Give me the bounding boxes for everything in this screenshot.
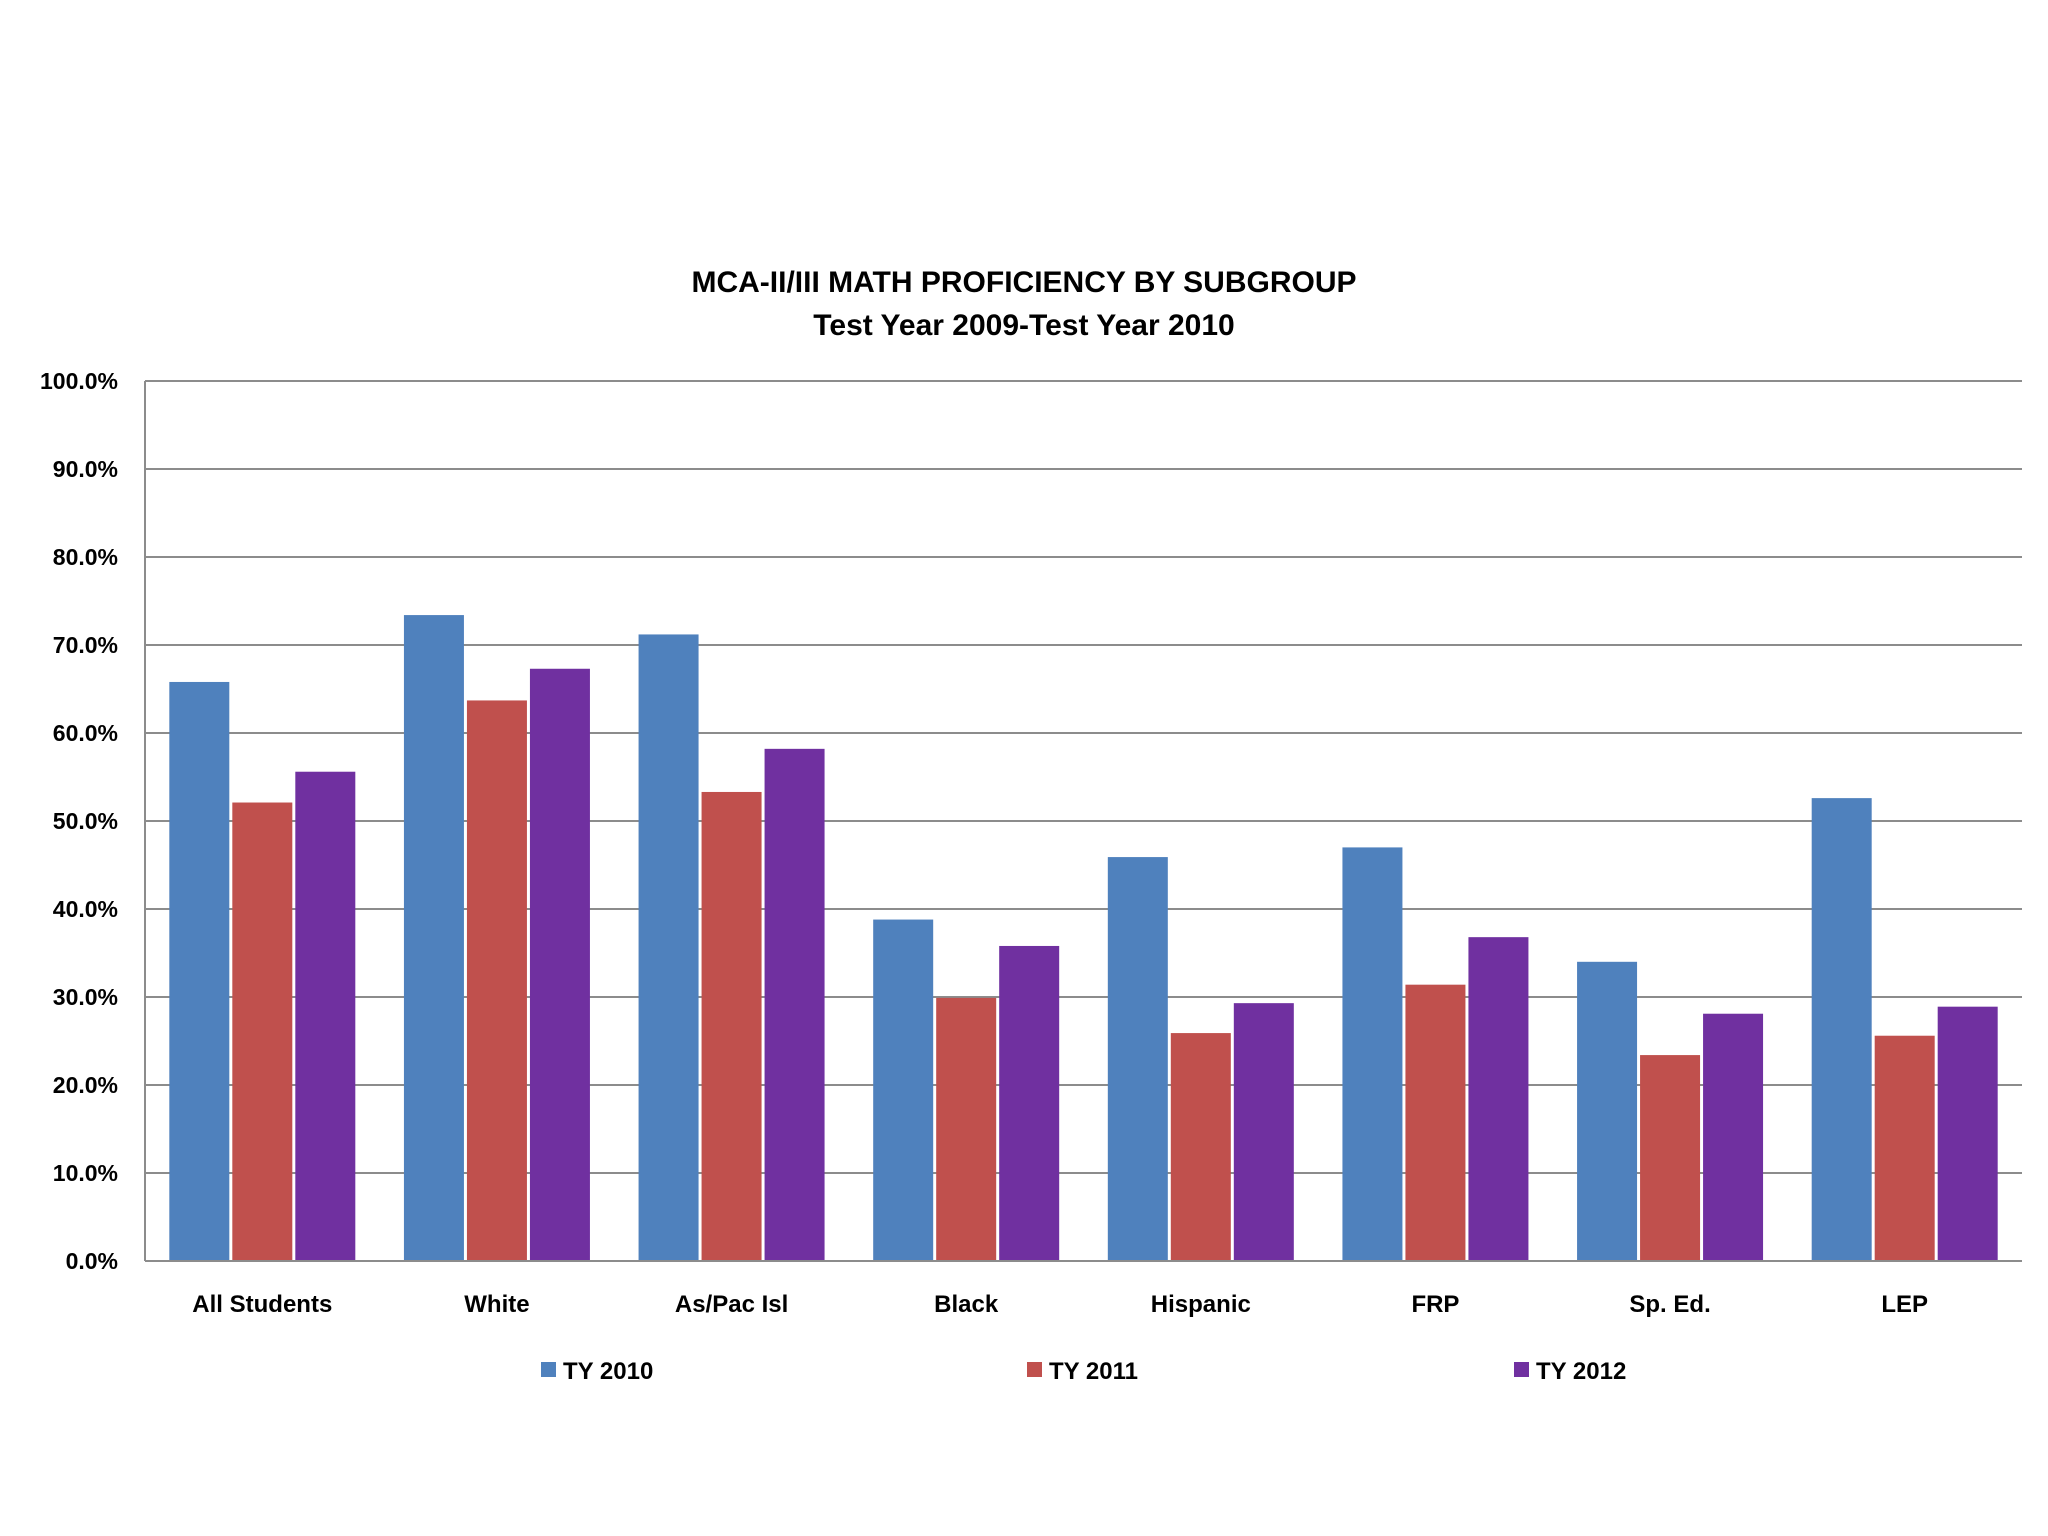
bar-ty-2011 — [1874, 1035, 1935, 1261]
bar-ty-2010 — [1107, 857, 1168, 1261]
x-tick-label: Sp. Ed. — [1629, 1291, 1710, 1318]
y-tick-label: 70.0% — [53, 632, 118, 658]
y-tick-label: 40.0% — [53, 896, 118, 922]
labels: 0.0% 10.0% 20.0% 30.0% 40.0% 50.0% 60.0% 70.0% 8… — [40, 368, 1928, 1318]
bar-ty-2010 — [169, 681, 230, 1261]
bar-ty-2010 — [873, 919, 934, 1261]
x-tick-label: As/Pac Isl — [675, 1291, 788, 1318]
x-tick-label: LEP — [1881, 1291, 1928, 1318]
y-tick-label: 50.0% — [53, 808, 118, 834]
bar-ty-2011 — [1170, 1033, 1231, 1261]
bar-ty-2012 — [1937, 1006, 1998, 1261]
y-tick-label: 100.0% — [40, 368, 118, 394]
x-tick-label: FRP — [1411, 1291, 1459, 1318]
bar-ty-2012 — [1468, 937, 1529, 1261]
chart-title: MCA-II/III MATH PROFICIENCY BY SUBGROUP — [691, 266, 1356, 299]
legend-swatch — [1514, 1362, 1529, 1377]
bar-ty-2010 — [1811, 798, 1872, 1261]
axes — [144, 381, 2022, 1262]
bar-ty-2011 — [1405, 984, 1466, 1261]
bar-ty-2012 — [1233, 1003, 1294, 1261]
x-tick-label: Hispanic — [1151, 1291, 1251, 1318]
legend-swatch — [1027, 1362, 1042, 1377]
bar-ty-2012 — [529, 668, 590, 1261]
y-tick-label: 10.0% — [53, 1160, 118, 1186]
bar-ty-2011 — [232, 802, 293, 1261]
legend-swatch — [541, 1362, 556, 1377]
bar-ty-2012 — [1703, 1013, 1764, 1261]
bar-ty-2011 — [1640, 1055, 1701, 1261]
bar-ty-2011 — [466, 700, 527, 1261]
legend-label: TY 2012 — [1536, 1358, 1626, 1385]
x-tick-label: Black — [934, 1291, 999, 1318]
bar-ty-2010 — [1342, 847, 1403, 1261]
bar-ty-2011 — [936, 997, 997, 1261]
bar-ty-2010 — [403, 615, 464, 1261]
x-tick-label: All Students — [192, 1291, 332, 1318]
y-tick-label: 60.0% — [53, 720, 118, 746]
chart-subtitle: Test Year 2009-Test Year 2010 — [813, 309, 1234, 342]
y-tick-label: 30.0% — [53, 984, 118, 1010]
y-tick-label: 80.0% — [53, 544, 118, 570]
x-tick-label: White — [464, 1291, 529, 1318]
bars — [169, 615, 1998, 1261]
y-tick-label: 20.0% — [53, 1072, 118, 1098]
legend-label: TY 2011 — [1049, 1358, 1138, 1385]
bar-ty-2010 — [638, 634, 699, 1261]
legend-label: TY 2010 — [563, 1358, 653, 1385]
y-tick-label: 0.0% — [66, 1248, 118, 1274]
bar-ty-2012 — [295, 771, 356, 1261]
bar-ty-2010 — [1577, 961, 1638, 1261]
legend: TY 2010 TY 2011 TY 2012 — [541, 1358, 1626, 1385]
y-tick-label: 90.0% — [53, 456, 118, 482]
bar-ty-2012 — [764, 748, 825, 1261]
bar-ty-2011 — [701, 791, 762, 1261]
bar-ty-2012 — [999, 945, 1060, 1261]
